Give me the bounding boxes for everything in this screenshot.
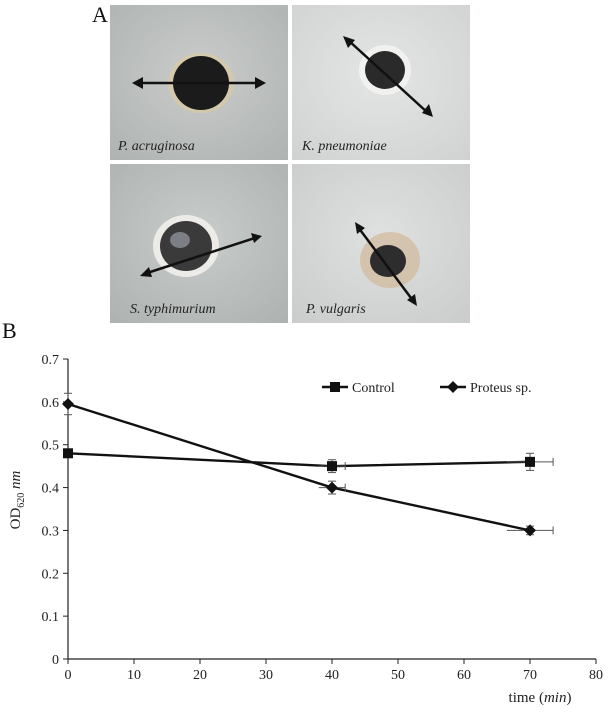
x-tick-label: 40 bbox=[325, 668, 339, 683]
legend-item: Proteus sp. bbox=[440, 381, 531, 396]
dish-photo-s-typhimurium: S. typhimurium bbox=[110, 164, 288, 323]
y-tick-label: 0.6 bbox=[42, 396, 60, 411]
data-point bbox=[525, 456, 535, 467]
y-tick-label: 0.2 bbox=[42, 567, 60, 582]
dish-label: K. pneumoniae bbox=[302, 139, 387, 154]
od-time-line-chart: 0 10 20 30 40 50 60 70 8000.10.20.30.40.50.60.7 … bbox=[8, 353, 604, 706]
y-tick-label: 0.7 bbox=[42, 353, 60, 368]
data-point bbox=[524, 524, 536, 537]
x-tick-label: 80 bbox=[589, 668, 603, 683]
x-tick-label: 10 bbox=[127, 668, 141, 683]
data-point bbox=[327, 461, 337, 472]
dish-photo-p-vulgaris: P. vulgaris bbox=[292, 164, 470, 323]
y-tick-label: 0.3 bbox=[42, 524, 60, 539]
x-axis-label: time (min) bbox=[509, 690, 572, 706]
legend-label: Control bbox=[352, 381, 395, 396]
dish-photo-p-aeruginosa: P. acruginosa bbox=[110, 5, 288, 160]
chart-legend: Control Proteus sp. bbox=[322, 381, 531, 396]
x-tick-label: 0 bbox=[65, 668, 72, 683]
data-point bbox=[63, 448, 73, 459]
dish-label: P. vulgaris bbox=[306, 302, 366, 317]
series-proteus bbox=[62, 392, 554, 537]
x-tick-label: 60 bbox=[457, 668, 471, 683]
y-axis-label: OD620 nm bbox=[8, 470, 27, 529]
series-line bbox=[67, 452, 531, 468]
panel-a-letter: A bbox=[92, 2, 108, 27]
dish-label: S. typhimurium bbox=[130, 302, 216, 317]
y-tick-label: 0 bbox=[52, 653, 59, 668]
data-point bbox=[326, 481, 338, 494]
x-tick-label: 20 bbox=[193, 668, 207, 683]
chart-series bbox=[62, 392, 554, 537]
legend-marker bbox=[447, 381, 459, 393]
x-tick-label: 30 bbox=[259, 668, 273, 683]
data-point bbox=[62, 398, 74, 410]
series-line bbox=[67, 402, 531, 532]
agar-plate-photo-grid: P. acruginosa K. pneumoniae bbox=[110, 5, 470, 323]
x-tick-label: 70 bbox=[523, 668, 537, 683]
panel-b-letter: B bbox=[2, 318, 17, 343]
legend-label: Proteus sp. bbox=[470, 381, 531, 396]
y-tick-label: 0.5 bbox=[42, 439, 60, 454]
y-tick-label: 0.1 bbox=[42, 610, 60, 625]
x-tick-label: 50 bbox=[391, 668, 405, 683]
dish-label: P. acruginosa bbox=[118, 139, 195, 154]
dish-photo-k-pneumoniae: K. pneumoniae bbox=[292, 5, 470, 160]
legend-item: Control bbox=[322, 381, 395, 396]
y-tick-label: 0.4 bbox=[42, 482, 60, 497]
chart-axes: 0 10 20 30 40 50 60 70 80 0 0.1 0.2 0.3 0.4 0.5 0.6 0.7 bbox=[42, 353, 604, 683]
legend-marker bbox=[330, 382, 340, 392]
series-control bbox=[63, 448, 554, 474]
